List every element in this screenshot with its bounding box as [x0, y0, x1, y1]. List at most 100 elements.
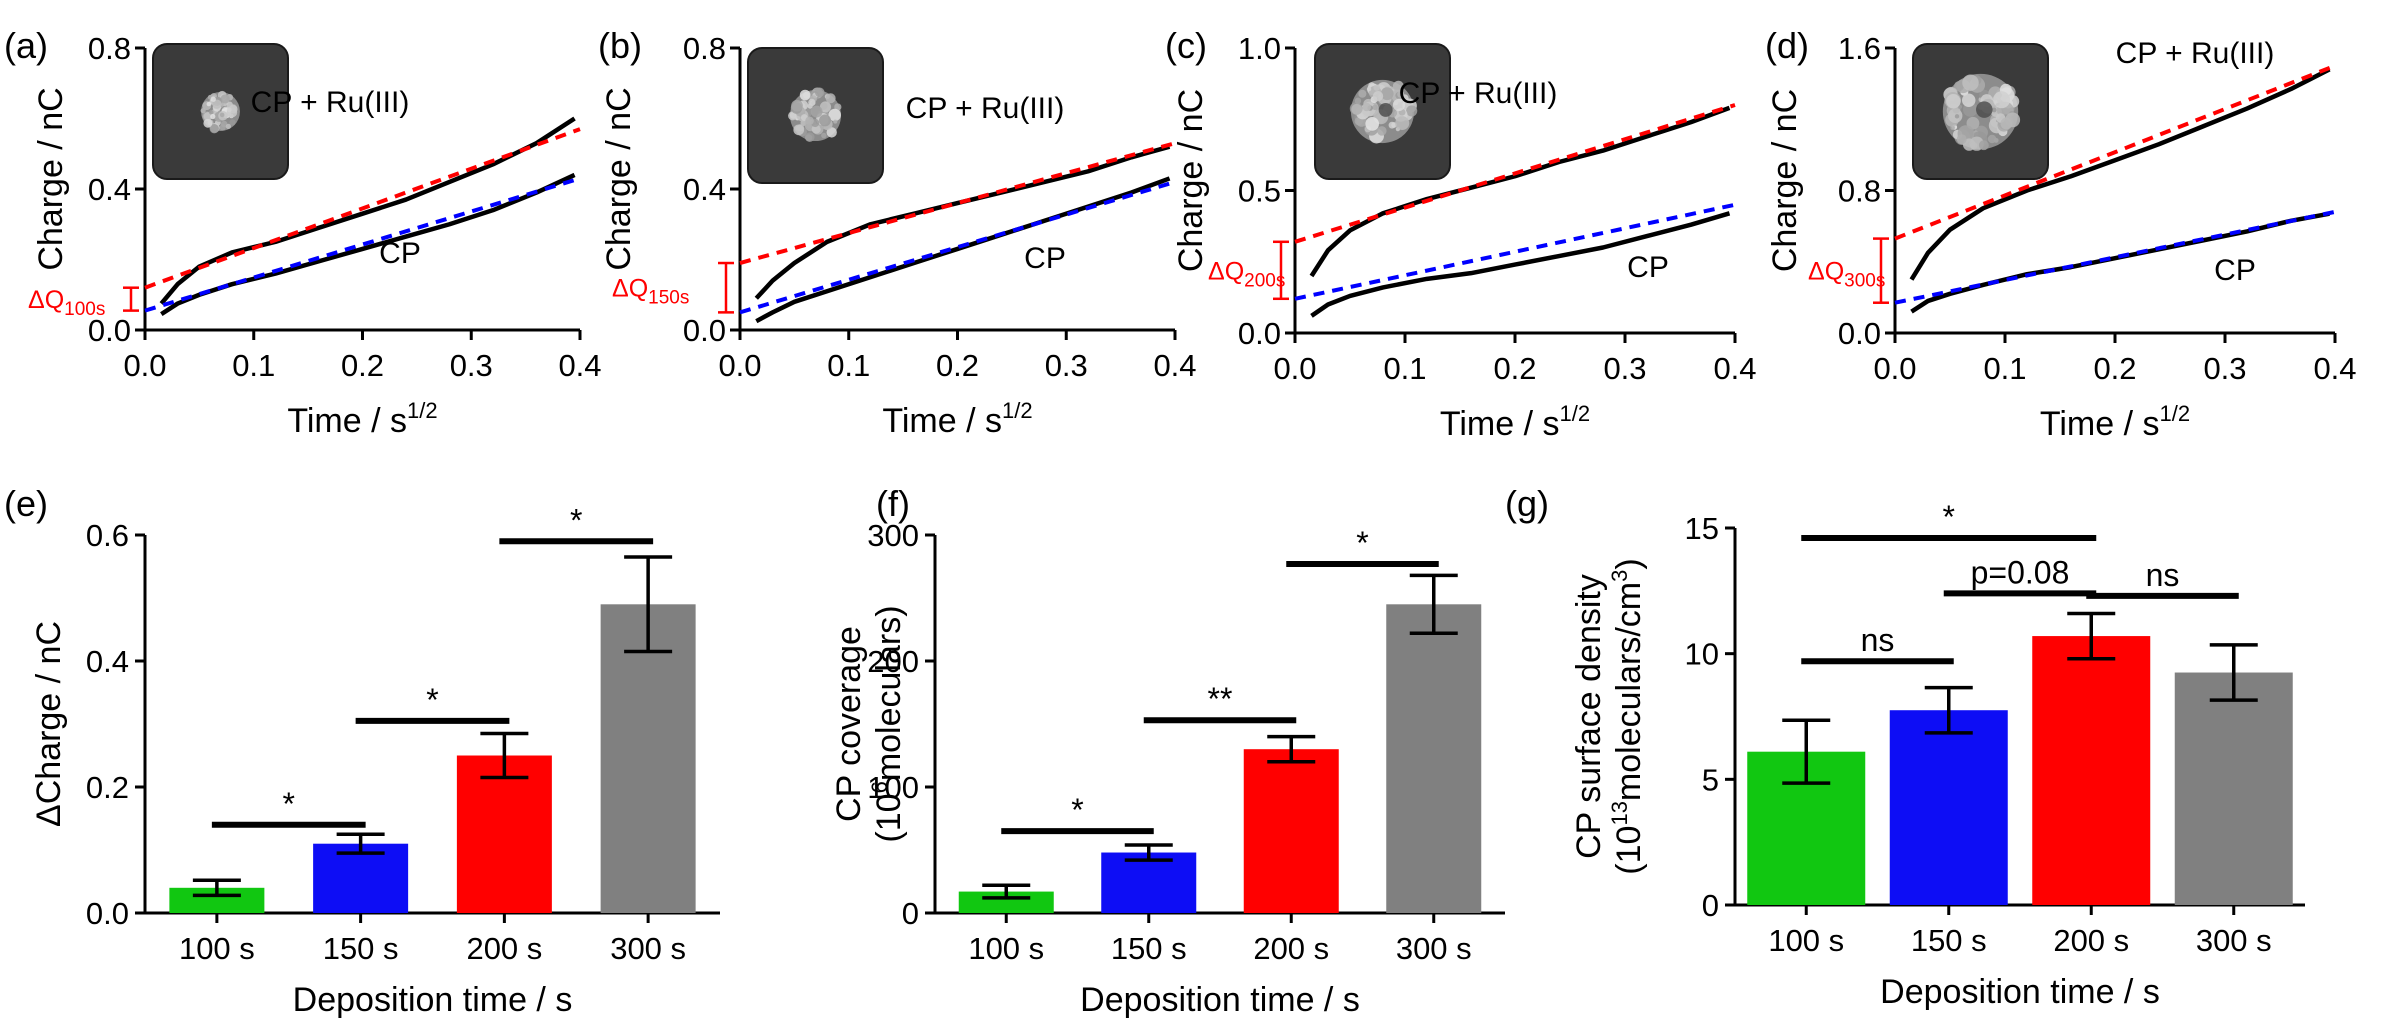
fit-line: [1894, 63, 2336, 241]
bar-150s: [1101, 852, 1197, 913]
x-tick-label: 0.4: [558, 348, 601, 383]
y-axis-title: Charge / nC: [1172, 89, 1210, 272]
y-tick-label: 0.4: [88, 172, 131, 207]
x-tick-label: 0.4: [2313, 351, 2356, 386]
unit-mid: moleculars/cm: [1610, 582, 1648, 801]
y-tick-label: 0.0: [88, 313, 131, 348]
delta-q-subscript: 100s: [64, 299, 105, 320]
sem-inset-image: [747, 47, 884, 184]
y-tick-label: 1.0: [1238, 31, 1281, 66]
particle-grain: [1395, 116, 1410, 131]
inset-border: [152, 43, 289, 180]
particle-grain: [1358, 89, 1367, 98]
x-tick-label: 0.0: [1873, 351, 1916, 386]
y-axis-title: Charge / nC: [1766, 89, 1804, 272]
particle-grain: [1978, 140, 1989, 151]
bar-chart-panel-e: 0.0 0.2 0.4 0.6 100 s 150 s 200 s 300 s * * * Depos…: [4, 483, 720, 1019]
particle-grain: [1380, 87, 1394, 101]
particle-grain: [220, 94, 230, 104]
delta-q-label: ΔQ150s: [612, 275, 689, 309]
particle-grain: [821, 132, 827, 139]
delta-q-label: ΔQ100s: [28, 286, 105, 320]
significance-label: *: [570, 502, 582, 538]
particle-grain: [1362, 102, 1372, 112]
y-tick-label: 15: [1685, 511, 1719, 546]
x-tick-label: 0.1: [1383, 351, 1426, 386]
particle-grain: [1372, 104, 1378, 111]
y-axis-title: Charge / nC: [32, 87, 70, 270]
x-tick-label: 0.4: [1153, 348, 1196, 383]
category-label: 200 s: [466, 931, 542, 966]
category-label: 300 s: [1396, 931, 1472, 966]
particle-grain: [1397, 91, 1404, 98]
particle-grain: [1962, 74, 1979, 91]
particle-grain: [1354, 97, 1362, 105]
line-chart-panel-c: 0.0 0.5 1.0 0.0 0.1 0.2 0.3 0.4 Time / s1/2 Charg…: [1165, 25, 1757, 443]
x-axis-title-main: Time / s: [2040, 405, 2160, 443]
bar-200s: [2032, 636, 2151, 905]
panel-label: (a): [4, 25, 48, 66]
data-series-line: [754, 144, 1171, 300]
y-tick-label: 0.8: [1838, 174, 1881, 209]
y-axis-title: ΔCharge / nC: [30, 621, 68, 827]
category-label: 300 s: [2196, 923, 2272, 958]
x-tick-label: 0.3: [450, 348, 493, 383]
y-axis-title: Charge / nC: [600, 87, 638, 270]
particle-grain: [1961, 93, 1976, 107]
unit-suffix: moleculars): [870, 605, 908, 781]
y-tick-label: 0.4: [683, 172, 726, 207]
line-chart-panel-b: 0.0 0.4 0.8 0.0 0.1 0.2 0.3 0.4 Time / s1/2 Charg…: [598, 25, 1197, 440]
x-axis-title: Time / s1/2: [882, 398, 1032, 440]
panel-label: (d): [1765, 25, 1809, 66]
sem-inset-image: [152, 43, 289, 180]
y-tick-label: 0.8: [88, 31, 131, 66]
category-label: 150 s: [323, 931, 399, 966]
particle-grain: [208, 110, 214, 115]
particle-grain: [1954, 114, 1960, 119]
series-label-cp: CP: [1024, 242, 1066, 275]
x-tick-label: 0.3: [1603, 351, 1646, 386]
series-label-cp: CP: [1627, 251, 1669, 284]
category-label: 200 s: [2053, 923, 2129, 958]
x-axis-title-sup: 1/2: [2160, 401, 2191, 426]
x-tick-label: 0.1: [1983, 351, 2026, 386]
sem-inset-image: [1314, 43, 1451, 180]
unit-exponent: 6: [867, 781, 892, 793]
particle-grain: [1392, 80, 1404, 92]
particle-grain: [1993, 91, 2011, 109]
line-chart-panel-d: 0.0 0.8 1.6 0.0 0.1 0.2 0.3 0.4 Time / s1/2 Charg…: [1765, 25, 2357, 443]
x-tick-label: 0.3: [2203, 351, 2246, 386]
y-tick-label: 5: [1702, 762, 1719, 797]
series-label-cp-ru: CP + Ru(III): [2116, 37, 2275, 70]
particle-grain: [1406, 105, 1418, 117]
fit-line: [144, 127, 581, 290]
particle-hollow: [1378, 102, 1393, 117]
particle-grain: [810, 105, 823, 118]
particle-grain: [203, 112, 213, 121]
delta-q-subscript: 150s: [648, 288, 689, 309]
significance-label: **: [1208, 681, 1233, 717]
data-series-line: [159, 116, 576, 306]
x-tick-label: 0.0: [123, 348, 166, 383]
particle-grain: [1987, 134, 1997, 144]
bar-300s: [2174, 672, 2293, 905]
delta-q-symbol: ΔQ: [1808, 258, 1844, 286]
y-tick-label: 0.0: [1838, 316, 1881, 351]
panel-label: (b): [598, 25, 642, 66]
x-axis-title: Time / s1/2: [287, 398, 437, 440]
delta-q-symbol: ΔQ: [1208, 257, 1244, 285]
significance-label: *: [1356, 525, 1368, 561]
delta-q-symbol: ΔQ: [612, 275, 648, 303]
particle-grain: [791, 99, 803, 112]
particle-grain: [209, 124, 219, 134]
particle-grain: [826, 127, 837, 138]
particle-grain: [808, 98, 816, 107]
category-label: 300 s: [610, 931, 686, 966]
delta-q-subscript: 200s: [1244, 270, 1285, 291]
particle-grain: [226, 101, 233, 108]
particle-grain: [833, 119, 838, 124]
inset-border: [1912, 43, 2049, 180]
y-tick-label: 0.4: [86, 644, 129, 679]
particle-grain: [1956, 134, 1967, 145]
